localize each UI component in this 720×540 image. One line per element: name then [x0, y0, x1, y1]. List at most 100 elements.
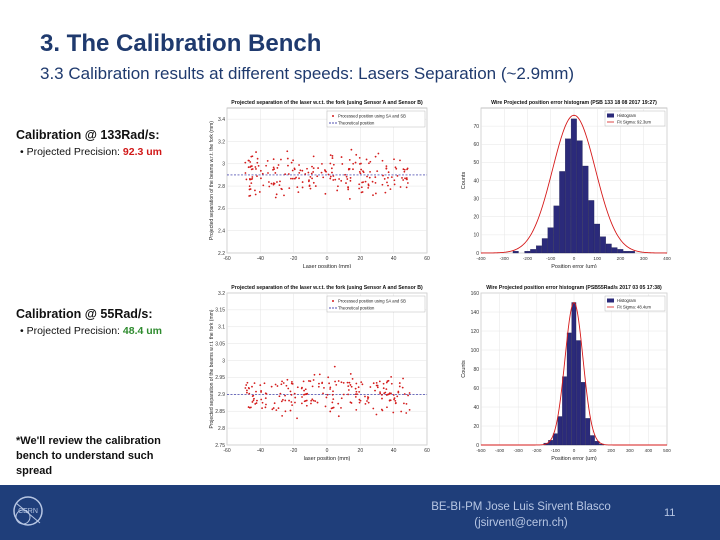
data-point	[393, 183, 396, 186]
data-point	[334, 178, 337, 181]
data-point	[378, 380, 381, 383]
y-tick-label: 2.8	[218, 184, 225, 190]
y-tick-label: 10	[473, 233, 479, 239]
precision-label: • Projected Precision:	[20, 146, 123, 158]
data-point	[313, 373, 316, 376]
data-point	[305, 404, 308, 407]
data-point	[314, 400, 317, 403]
data-point	[387, 379, 390, 382]
x-tick-label: 0	[573, 448, 576, 453]
x-tick-label: -20	[290, 448, 297, 454]
data-point	[376, 384, 379, 387]
slide-title: 3. The Calibration Bench	[40, 30, 322, 57]
section-heading: Calibration @ 55Rad/s:	[16, 307, 153, 321]
data-point	[265, 164, 268, 167]
histogram-bar	[559, 171, 566, 254]
data-point	[403, 170, 406, 173]
data-point	[390, 392, 392, 395]
data-point	[348, 198, 351, 200]
data-point	[333, 365, 336, 368]
data-point	[334, 380, 336, 383]
data-point	[349, 179, 352, 182]
data-point	[272, 168, 274, 171]
data-point	[360, 186, 363, 189]
data-point	[355, 390, 358, 393]
histogram-bar	[594, 441, 600, 446]
data-point	[358, 170, 361, 173]
data-point	[247, 166, 250, 169]
footer: CERN BE-BI-PM Jose Luis Sirvent Blasco (…	[0, 485, 720, 540]
data-point	[332, 398, 335, 400]
data-point	[395, 167, 398, 170]
x-tick-label: 200	[617, 256, 625, 261]
data-point	[354, 395, 357, 398]
data-point	[390, 176, 393, 179]
y-tick-label: 2.75	[215, 443, 225, 449]
data-point	[301, 181, 304, 183]
histogram-bar	[623, 251, 630, 254]
y-axis-label: Counts	[461, 360, 467, 378]
data-point	[284, 394, 286, 397]
data-point	[270, 182, 273, 185]
data-point	[360, 168, 363, 171]
data-point	[249, 166, 252, 168]
legend-box	[326, 295, 426, 313]
histogram-bar	[594, 223, 601, 254]
data-point	[250, 406, 252, 409]
data-point	[265, 392, 268, 395]
y-tick-label: 3.15	[215, 308, 225, 314]
x-tick-label: -200	[532, 448, 542, 453]
x-tick-label: 0	[326, 448, 329, 454]
histogram-bar	[565, 138, 571, 254]
gaussian-fit-line	[481, 114, 667, 254]
data-point	[328, 382, 331, 385]
histogram-bar	[557, 416, 563, 446]
data-point	[381, 397, 383, 400]
data-point	[276, 167, 279, 169]
data-point	[259, 384, 262, 387]
data-point	[263, 382, 266, 385]
data-point	[376, 170, 379, 173]
data-point	[281, 398, 284, 401]
y-tick-label: 2.2	[218, 251, 225, 257]
data-point	[294, 396, 297, 399]
y-tick-label: 2.8	[218, 426, 225, 432]
x-tick-label: -60	[223, 448, 230, 454]
data-point	[382, 387, 385, 390]
data-point	[357, 386, 360, 389]
y-tick-label: 3	[222, 358, 225, 364]
data-point	[342, 381, 345, 384]
data-point	[311, 177, 313, 180]
data-point	[280, 383, 283, 386]
data-point	[310, 172, 313, 175]
data-point	[406, 182, 409, 184]
data-point	[253, 397, 255, 400]
data-point	[268, 185, 271, 188]
histogram-bar	[552, 433, 558, 446]
data-point	[389, 399, 392, 402]
data-point	[308, 179, 310, 182]
data-point	[251, 177, 254, 180]
data-point	[330, 167, 333, 170]
data-point	[272, 166, 275, 169]
x-tick-label: 400	[645, 448, 653, 453]
histogram-plot-55: Wire Projected position error histogram …	[461, 285, 671, 461]
data-point	[386, 406, 388, 409]
x-tick-label: -100	[546, 256, 556, 261]
data-point	[244, 172, 247, 174]
y-tick-label: 2.85	[215, 409, 225, 415]
data-point	[329, 154, 332, 157]
data-point	[274, 383, 277, 386]
x-axis-label: Position error (um)	[551, 264, 597, 268]
data-point	[358, 183, 361, 186]
data-point	[359, 172, 362, 175]
section-heading: Calibration @ 133Rad/s:	[16, 128, 160, 142]
data-point	[396, 395, 399, 398]
data-point	[273, 402, 276, 405]
note-text: *We'll review the calibration bench to u…	[16, 435, 161, 477]
data-point	[268, 181, 270, 183]
data-point	[266, 160, 269, 162]
data-point	[342, 393, 345, 396]
y-tick-label: 80	[473, 367, 479, 373]
data-point	[289, 409, 292, 412]
